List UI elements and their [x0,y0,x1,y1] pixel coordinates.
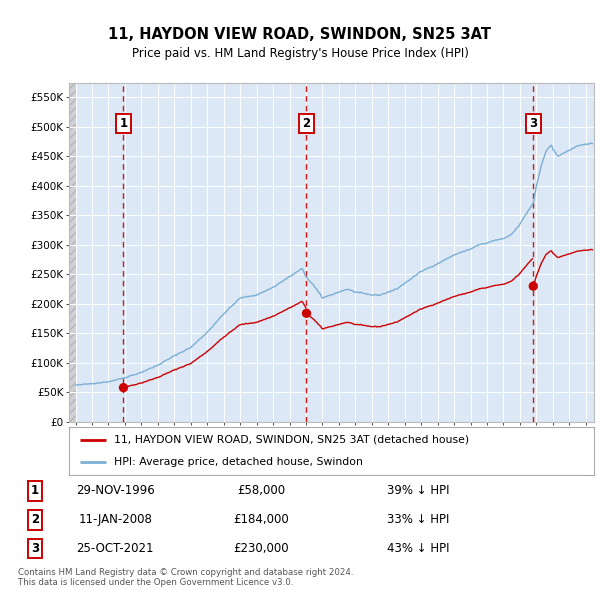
Text: £58,000: £58,000 [238,484,286,497]
Text: HPI: Average price, detached house, Swindon: HPI: Average price, detached house, Swin… [113,457,362,467]
Bar [69,83,76,422]
Text: 1: 1 [31,484,39,497]
Point [119,383,128,392]
Text: Contains HM Land Registry data © Crown copyright and database right 2024.: Contains HM Land Registry data © Crown c… [18,568,353,577]
Text: 25-OCT-2021: 25-OCT-2021 [77,542,154,555]
Text: 11-JAN-2008: 11-JAN-2008 [79,513,152,526]
Text: 29-NOV-1996: 29-NOV-1996 [76,484,155,497]
Point [302,309,311,318]
Text: 39% ↓ HPI: 39% ↓ HPI [388,484,450,497]
Text: 2: 2 [31,513,39,526]
Text: This data is licensed under the Open Government Licence v3.0.: This data is licensed under the Open Gov… [18,578,293,587]
Text: 3: 3 [31,542,39,555]
Text: 1: 1 [119,117,128,130]
Text: 11, HAYDON VIEW ROAD, SWINDON, SN25 3AT (detached house): 11, HAYDON VIEW ROAD, SWINDON, SN25 3AT … [113,435,469,445]
Text: 2: 2 [302,117,311,130]
Text: 3: 3 [529,117,538,130]
Text: 11, HAYDON VIEW ROAD, SWINDON, SN25 3AT: 11, HAYDON VIEW ROAD, SWINDON, SN25 3AT [109,27,491,42]
Text: £184,000: £184,000 [233,513,289,526]
Text: £230,000: £230,000 [233,542,289,555]
Point [529,281,538,291]
Text: Price paid vs. HM Land Registry's House Price Index (HPI): Price paid vs. HM Land Registry's House … [131,47,469,60]
Text: 43% ↓ HPI: 43% ↓ HPI [388,542,450,555]
Text: 33% ↓ HPI: 33% ↓ HPI [388,513,450,526]
